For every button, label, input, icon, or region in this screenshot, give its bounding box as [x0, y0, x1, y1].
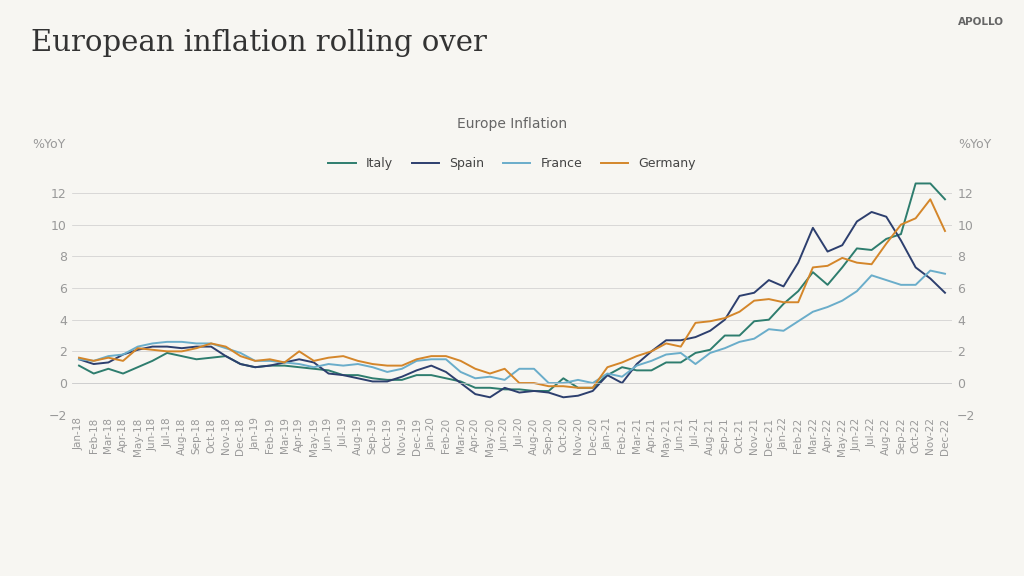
Italy: [73, 362, 85, 369]
Spain: [367, 378, 379, 385]
Spain: [484, 394, 497, 401]
Italy: [220, 353, 232, 359]
France: [367, 364, 379, 371]
Italy: [323, 367, 335, 374]
Italy: [939, 196, 951, 203]
Text: %YoY: %YoY: [958, 138, 992, 151]
Germany: [73, 354, 85, 361]
Germany: [323, 354, 335, 361]
Spain: [939, 289, 951, 296]
Spain: [73, 356, 85, 363]
France: [73, 356, 85, 363]
Spain: [220, 353, 232, 359]
Italy: [528, 388, 541, 395]
Spain: [865, 209, 878, 215]
Text: APOLLO: APOLLO: [957, 17, 1004, 27]
Germany: [367, 361, 379, 367]
France: [293, 361, 305, 367]
Line: Italy: Italy: [79, 184, 945, 391]
France: [543, 380, 555, 386]
Spain: [631, 361, 643, 367]
France: [631, 362, 643, 369]
France: [323, 361, 335, 367]
Germany: [220, 343, 232, 350]
Line: Germany: Germany: [79, 199, 945, 388]
France: [939, 270, 951, 277]
Text: Europe Inflation: Europe Inflation: [457, 117, 567, 131]
Italy: [367, 375, 379, 382]
Line: France: France: [79, 271, 945, 383]
France: [352, 361, 365, 367]
Germany: [352, 357, 365, 365]
Spain: [323, 370, 335, 377]
Legend: Italy, Spain, France, Germany: Italy, Spain, France, Germany: [324, 152, 700, 175]
Text: %YoY: %YoY: [32, 138, 66, 151]
Text: European inflation rolling over: European inflation rolling over: [31, 29, 486, 57]
Italy: [352, 372, 365, 378]
Germany: [925, 196, 937, 203]
France: [220, 344, 232, 351]
Germany: [631, 353, 643, 359]
Italy: [631, 367, 643, 374]
Germany: [572, 384, 585, 391]
Italy: [293, 364, 305, 371]
Line: Spain: Spain: [79, 212, 945, 397]
France: [925, 267, 937, 274]
Italy: [909, 180, 922, 187]
Germany: [939, 228, 951, 234]
Spain: [352, 375, 365, 382]
Germany: [293, 348, 305, 355]
Spain: [293, 356, 305, 363]
